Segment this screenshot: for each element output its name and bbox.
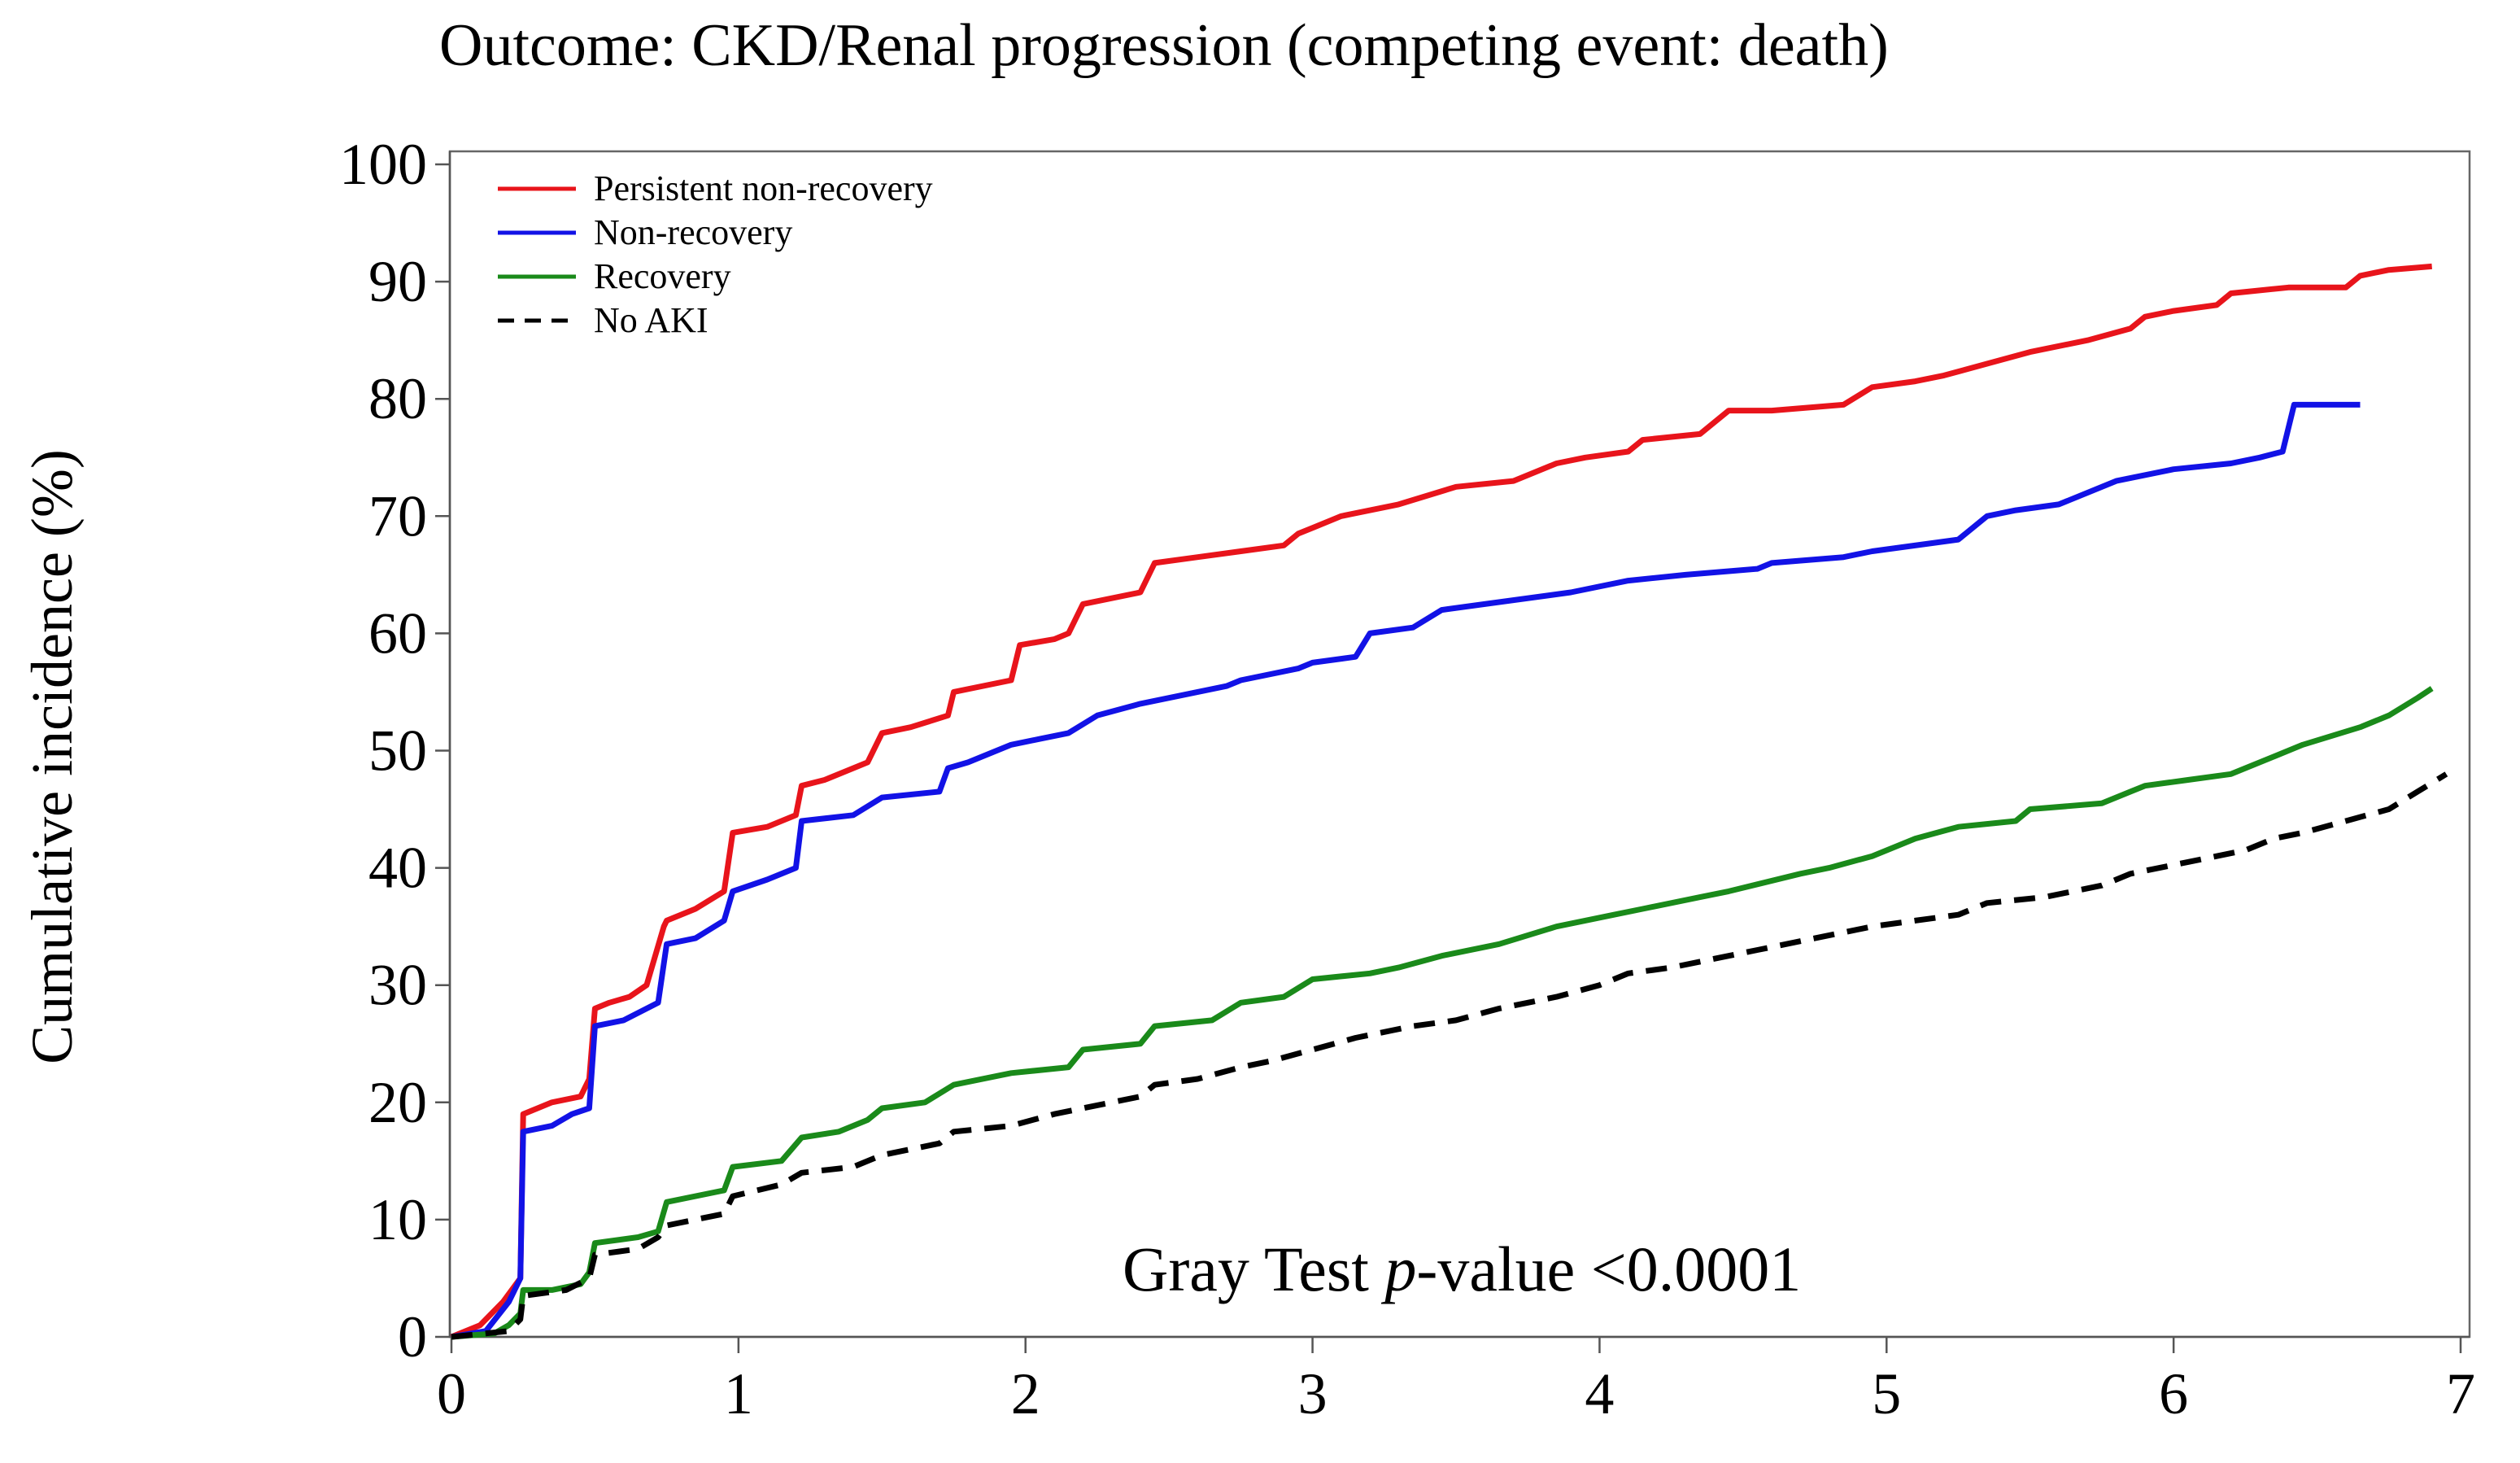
y-tick-label: 40 [368, 836, 427, 901]
plot-lines [450, 263, 2448, 1340]
y-tick-label: 10 [368, 1187, 427, 1252]
y-tick-label: 60 [368, 600, 427, 666]
y-tick-label: 0 [398, 1304, 427, 1369]
y-tick-label: 100 [339, 132, 427, 197]
x-axis: 0 1 2 3 4 5 6 7 [437, 1335, 2475, 1426]
x-tick-label: 3 [1298, 1361, 1328, 1426]
x-tick-label: 5 [1872, 1361, 1901, 1426]
x-tick-label: 7 [2446, 1361, 2475, 1426]
x-tick-label: 0 [437, 1361, 466, 1426]
x-tick-label: 4 [1585, 1361, 1614, 1426]
x-tick-label: 1 [724, 1361, 753, 1426]
x-tick-label: 6 [2159, 1361, 2188, 1426]
annotation-prefix: Gray Test [1123, 1234, 1384, 1304]
gray-test-annotation: Gray Test p-value <0.0001 [1123, 1234, 1801, 1304]
series-line-persistent-non-recovery [450, 263, 2432, 1340]
y-axis-label: Cumulative incidence (%) [20, 449, 85, 1064]
legend-label: Non-recovery [594, 212, 792, 252]
series-line-non-recovery [451, 401, 2361, 1340]
y-tick-label: 70 [368, 483, 427, 548]
legend-label: Recovery [594, 256, 731, 296]
annotation-p: p [1380, 1234, 1416, 1304]
y-tick-label: 50 [368, 718, 427, 784]
y-axis: 0 10 20 30 40 50 60 70 80 90 100 [339, 132, 451, 1369]
legend-label: Persistent non-recovery [594, 168, 933, 208]
legend: Persistent non-recoveryNon-recoveryRecov… [498, 168, 933, 340]
x-tick-label: 2 [1011, 1361, 1040, 1426]
plot-frame [448, 150, 2471, 1339]
chart-title: Outcome: CKD/Renal progression (competin… [439, 12, 1889, 79]
y-tick-label: 90 [368, 249, 427, 314]
y-tick-label: 30 [368, 953, 427, 1018]
series-line-recovery [451, 686, 2434, 1340]
annotation-suffix: -value <0.0001 [1416, 1234, 1801, 1304]
y-tick-label: 20 [368, 1070, 427, 1135]
y-tick-label: 80 [368, 366, 427, 431]
legend-label: No AKI [594, 300, 708, 340]
